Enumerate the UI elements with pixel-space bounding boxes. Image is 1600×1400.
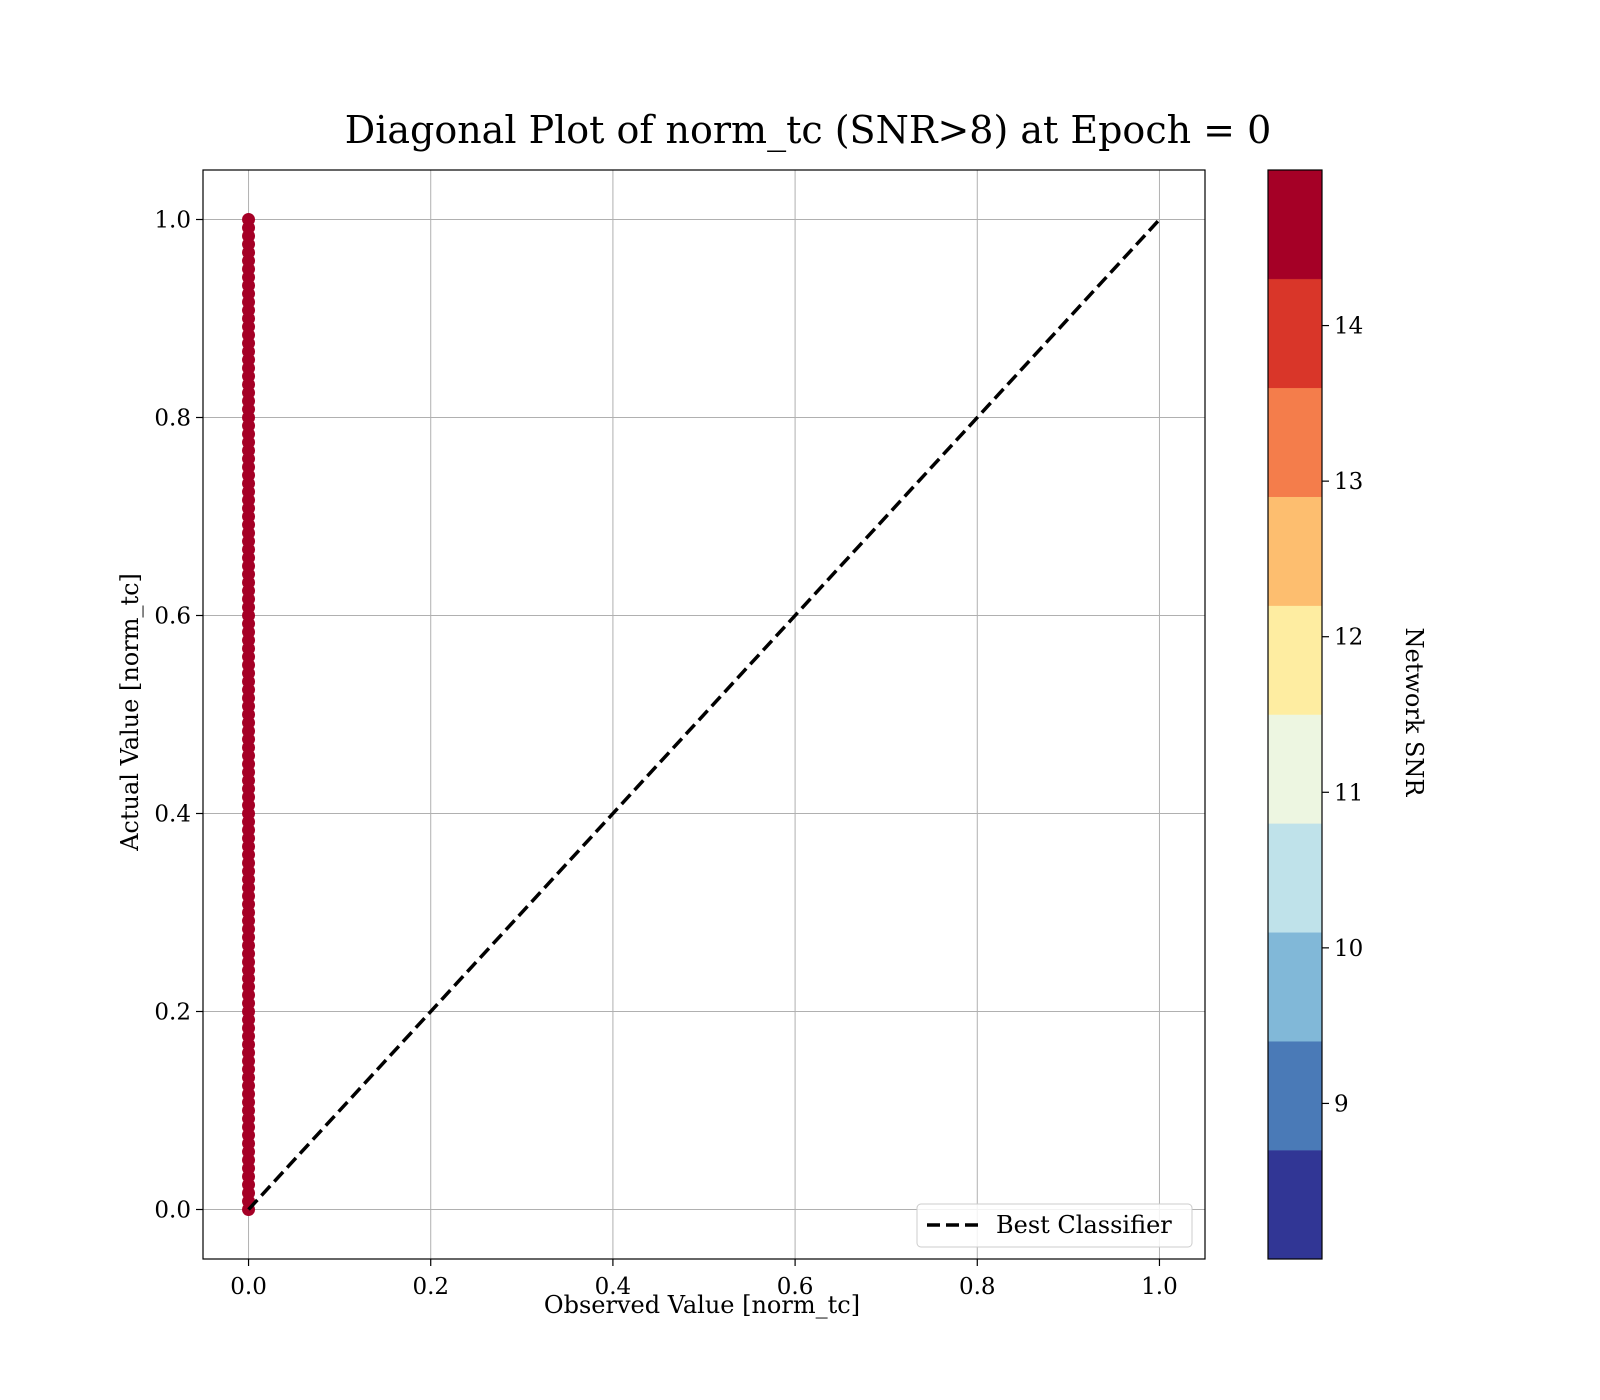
x-tick-label: 0.8 bbox=[959, 1274, 996, 1300]
axes-frame bbox=[202, 169, 1206, 1260]
colorbar-bin bbox=[1267, 932, 1323, 1042]
colorbar-tick-label: 12 bbox=[1334, 625, 1363, 651]
colorbar-bin bbox=[1267, 278, 1323, 389]
x-tick-label: 0.2 bbox=[412, 1274, 449, 1300]
colorbar-tick-label: 14 bbox=[1334, 314, 1363, 340]
colorbar-bin bbox=[1267, 387, 1323, 497]
colorbar-tick-label: 11 bbox=[1334, 780, 1363, 806]
colorbar-bin bbox=[1267, 823, 1323, 933]
x-tick-label: 0.4 bbox=[595, 1274, 632, 1300]
y-tick-label: 1.0 bbox=[154, 208, 191, 234]
colorbar-bin bbox=[1267, 605, 1323, 715]
y-tick-label: 0.0 bbox=[154, 1198, 191, 1224]
plot-area: 0.0 0.2 0.4 0.6 0.8 1.0 0.0 0.2 0.4 0.6 0.8 1.0 Best… bbox=[154, 169, 1206, 1300]
chart-title: Diagonal Plot of norm_tc (SNR>8) at Epoc… bbox=[345, 108, 1272, 153]
y-tick-label: 0.6 bbox=[154, 604, 191, 630]
colorbar-tick-label: 10 bbox=[1334, 936, 1363, 962]
y-tick-label: 0.8 bbox=[154, 406, 191, 432]
colorbar-bin bbox=[1267, 714, 1323, 824]
scatter-point bbox=[242, 213, 256, 226]
y-tick-label: 0.4 bbox=[154, 802, 191, 828]
x-tick-label: 1.0 bbox=[1141, 1274, 1178, 1300]
best-classifier-line bbox=[247, 218, 1161, 1211]
colorbar-frame bbox=[1267, 169, 1323, 1260]
legend-box bbox=[916, 1203, 1193, 1248]
x-axis-label: Observed Value [norm_tc] bbox=[544, 1291, 860, 1319]
y-tick-label: 0.2 bbox=[154, 1000, 191, 1026]
x-tick-label: 0.0 bbox=[230, 1274, 267, 1300]
colorbar-bin bbox=[1267, 169, 1323, 280]
colorbar-bin bbox=[1267, 1149, 1323, 1260]
colorbar-tick-label: 13 bbox=[1334, 469, 1363, 495]
colorbar: 9 10 11 12 13 14 bbox=[1267, 169, 1363, 1260]
y-axis-label: Actual Value [norm_tc] bbox=[116, 573, 144, 852]
colorbar-bin bbox=[1267, 496, 1323, 606]
colorbar-label: Network SNR bbox=[1400, 628, 1428, 798]
x-tick-label: 0.6 bbox=[777, 1274, 814, 1300]
legend-label: Best Classifier bbox=[996, 1211, 1172, 1239]
colorbar-tick-label: 9 bbox=[1334, 1091, 1349, 1117]
colorbar-bin bbox=[1267, 1040, 1323, 1151]
legend: Best Classifier bbox=[916, 1203, 1193, 1248]
